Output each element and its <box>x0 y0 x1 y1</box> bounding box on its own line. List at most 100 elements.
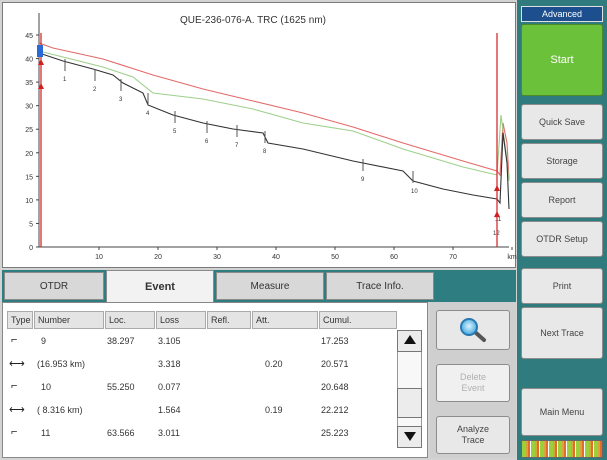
cursor-a-handle <box>37 45 43 57</box>
column-header-refl: Refl. <box>207 311 251 329</box>
event-step-icon: ⌐ <box>11 426 18 438</box>
analyze-trace-button[interactable]: Analyze Trace <box>436 416 510 454</box>
cursor-a-marker <box>38 83 44 89</box>
scroll-thumb[interactable] <box>397 388 422 418</box>
battery-indicator-icon <box>521 440 603 458</box>
y-tick-label: 30 <box>25 104 33 111</box>
event-marker-label: 5 <box>173 129 177 135</box>
event-attenuation: 0.19 <box>265 405 283 415</box>
trace-line-red <box>38 42 510 180</box>
cursor-b-marker <box>494 211 500 217</box>
tab-otdr[interactable]: OTDR <box>4 272 104 300</box>
trace-line-green <box>38 50 510 182</box>
event-marker-label: 4 <box>146 111 150 117</box>
event-loss: 1.564 <box>158 405 181 415</box>
main-menu-button[interactable]: Main Menu <box>521 388 603 436</box>
print-button[interactable]: Print <box>521 268 603 304</box>
trace-title: QUE-236-076-A. TRC (1625 nm) <box>180 15 326 26</box>
storage-button[interactable]: Storage <box>521 143 603 179</box>
y-tick-label: 0 <box>29 245 33 252</box>
cursor-b-marker <box>494 185 500 191</box>
delete-event-label: Delete Event <box>459 372 486 393</box>
event-loss: 0.077 <box>158 382 181 392</box>
trace-line-black <box>38 52 510 210</box>
event-step-icon: ⌐ <box>11 334 18 346</box>
event-marker-label: 10 <box>411 189 418 195</box>
event-marker-label: 3 <box>119 97 123 103</box>
mode-badge: Advanced <box>521 6 603 22</box>
event-marker-label: 6 <box>205 139 209 145</box>
event-number: 11 <box>41 428 51 438</box>
x-tick-label: km <box>507 254 517 261</box>
event-actions: Delete Event Analyze Trace <box>430 302 516 458</box>
tab-trace-info[interactable]: Trace Info. <box>326 272 434 300</box>
event-table: Type Number Loc. Loss Refl. Att. Cumul. … <box>2 302 428 458</box>
event-location: 55.250 <box>107 382 135 392</box>
trace-svg: QUE-236-076-A. TRC (1625 nm) 45403530252… <box>25 13 517 261</box>
event-marker-label: 11 <box>495 217 502 223</box>
event-loss: 3.011 <box>158 428 180 438</box>
x-tick-label: 40 <box>272 254 280 261</box>
arrow-down-icon <box>403 432 416 441</box>
column-header-loc: Loc. <box>105 311 155 329</box>
event-number: ( 8.316 km) <box>37 405 83 415</box>
y-tick-label: 5 <box>29 221 33 228</box>
y-tick-label: 10 <box>25 198 33 205</box>
tab-bar: OTDR Event Measure Trace Info. <box>2 270 516 302</box>
x-tick-label: 20 <box>154 254 162 261</box>
x-tick-label: 50 <box>331 254 339 261</box>
x-tick-label: 60 <box>390 254 398 261</box>
column-header-type: Type <box>7 311 33 329</box>
event-cumulative: 20.648 <box>321 382 349 392</box>
event-location: 38.297 <box>107 336 135 346</box>
report-button[interactable]: Report <box>521 182 603 218</box>
event-cumulative: 17.253 <box>321 336 349 346</box>
delete-event-button[interactable]: Delete Event <box>436 364 510 402</box>
trace-graph[interactable]: QUE-236-076-A. TRC (1625 nm) 45 40 35 30 25 2… <box>2 2 517 268</box>
scroll-up-button[interactable] <box>397 330 422 352</box>
start-button[interactable]: Start <box>521 24 603 96</box>
event-cumulative: 22.212 <box>321 405 349 415</box>
right-panel: Advanced Start Quick Save Storage Report… <box>517 0 607 460</box>
magnifier-icon <box>460 318 486 342</box>
x-tick-label: 70 <box>449 254 457 261</box>
analyze-trace-label: Analyze Trace <box>456 424 490 445</box>
cursor-a-marker <box>38 59 44 65</box>
arrow-up-icon <box>403 335 416 344</box>
event-number: (16.953 km) <box>37 359 86 369</box>
event-loss: 3.318 <box>158 359 181 369</box>
tab-measure[interactable]: Measure <box>216 272 324 300</box>
event-location: 63.566 <box>107 428 135 438</box>
event-marker-label: 9 <box>361 177 365 183</box>
event-loss: 3.105 <box>158 336 181 346</box>
y-tick-label: 20 <box>25 151 33 158</box>
column-header-cumul: Cumul. <box>319 311 397 329</box>
scroll-down-button[interactable] <box>397 426 422 448</box>
column-header-number: Number <box>34 311 104 329</box>
event-cumulative: 25.223 <box>321 428 349 438</box>
x-tick-label: 10 <box>95 254 103 261</box>
event-number: 9 <box>41 336 47 346</box>
zoom-button[interactable] <box>436 310 510 350</box>
y-tick-label: 35 <box>25 80 33 87</box>
column-header-att: Att. <box>252 311 318 329</box>
quick-save-button[interactable]: Quick Save <box>521 104 603 140</box>
otdr-setup-button[interactable]: OTDR Setup <box>521 221 603 257</box>
y-tick-label: 15 <box>25 174 33 181</box>
event-number: 10 <box>41 382 52 392</box>
event-attenuation: 0.20 <box>265 359 283 369</box>
column-header-loss: Loss <box>156 311 206 329</box>
next-trace-button[interactable]: Next Trace <box>521 307 603 359</box>
span-arrow-icon: ⟷ <box>9 358 25 370</box>
event-marker-label: 1 <box>63 77 67 83</box>
event-marker-label: 2 <box>93 87 97 93</box>
event-cumulative: 20.571 <box>321 359 349 369</box>
y-tick-label: 25 <box>25 127 33 134</box>
event-marker-label: 7 <box>235 143 239 149</box>
event-marker-label: 8 <box>263 149 267 155</box>
span-arrow-icon: ⟷ <box>9 404 25 416</box>
y-tick-label: 45 <box>25 33 33 40</box>
tab-event[interactable]: Event <box>106 270 214 302</box>
y-tick-label: 40 <box>25 57 33 64</box>
